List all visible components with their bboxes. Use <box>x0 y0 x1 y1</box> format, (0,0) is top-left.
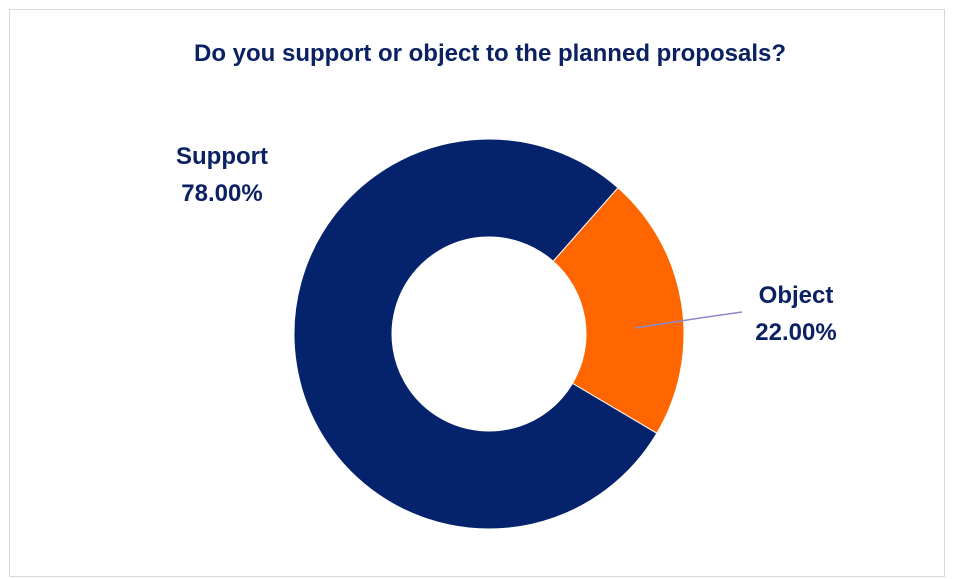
label-object-name: Object <box>759 282 834 309</box>
label-support-value: 78.00% <box>181 180 262 207</box>
data-labels-group: Object 22.00% Support 78.00% <box>176 143 837 346</box>
object-leader-line-tail <box>699 311 743 319</box>
slice-support <box>293 138 658 530</box>
slices-group <box>293 138 685 530</box>
label-support-name: Support <box>176 143 268 170</box>
slice-object <box>552 187 685 434</box>
object-leader-line <box>634 317 701 329</box>
chart-title: Do you support or object to the planned … <box>194 40 786 67</box>
label-object-value: 22.00% <box>755 319 836 346</box>
